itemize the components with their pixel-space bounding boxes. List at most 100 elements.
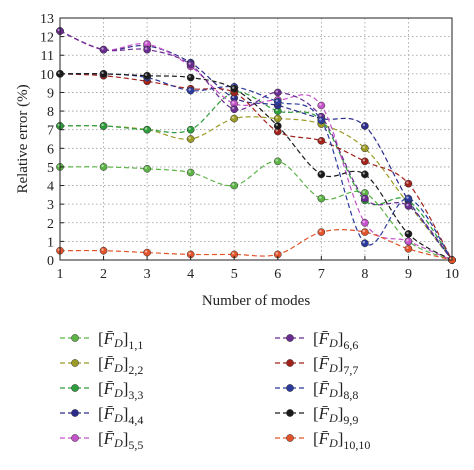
data-point: [361, 194, 369, 203]
data-point-highlight: [275, 116, 278, 119]
data-point-highlight: [275, 252, 278, 255]
series-line: [59, 116, 453, 261]
data-point-highlight: [232, 252, 235, 255]
data-point: [143, 71, 151, 80]
legend-item-8: [F̄D]8,8: [275, 379, 358, 402]
data-point: [404, 230, 413, 238]
legend-item-1: [F̄D]1,1: [60, 329, 143, 352]
legend-item-5: [F̄D]5,5: [60, 429, 143, 452]
data-point-highlight: [144, 73, 148, 76]
data-point: [273, 97, 282, 106]
data-point: [186, 135, 195, 143]
data-point: [99, 246, 108, 255]
data-point-highlight: [101, 47, 104, 50]
data-point: [404, 237, 413, 246]
data-point: [404, 202, 413, 210]
x-tick-label: 4: [187, 267, 194, 282]
data-point: [361, 218, 369, 227]
legend-label: [F̄D]10,10: [313, 429, 370, 452]
data-point-highlight: [319, 138, 322, 142]
y-tick-label: 4: [47, 180, 54, 195]
data-point-highlight: [144, 41, 148, 45]
data-point: [404, 244, 413, 253]
data-point-highlight: [101, 123, 104, 127]
series-line: [59, 229, 453, 261]
legend-swatch-marker: [71, 334, 79, 342]
data-point: [273, 114, 282, 123]
legend-label: [F̄D]4,4: [98, 404, 143, 427]
data-point-highlight: [275, 90, 278, 93]
legend-item-4: [F̄D]4,4: [60, 404, 143, 427]
plot-frame: [59, 17, 453, 261]
data-point: [230, 181, 239, 190]
data-point-highlight: [144, 47, 148, 50]
x-axis-label: Number of modes: [202, 293, 310, 309]
data-point: [361, 144, 369, 153]
data-point-highlight: [232, 86, 235, 89]
data-point-highlight: [188, 62, 191, 65]
y-tick-label: 12: [40, 31, 54, 46]
data-point-highlight: [319, 118, 322, 121]
data-point-highlight: [144, 166, 148, 169]
data-point-highlight: [188, 252, 191, 255]
data-point-highlight: [275, 159, 278, 162]
data-point: [186, 73, 195, 82]
x-tick-label: 1: [57, 267, 64, 282]
data-point: [404, 179, 413, 188]
x-tick-label: 3: [144, 267, 151, 282]
data-point: [186, 60, 195, 69]
data-point: [186, 86, 195, 95]
data-point-highlight: [188, 136, 191, 140]
data-point-highlight: [188, 88, 191, 91]
data-point: [99, 122, 108, 130]
data-point: [186, 168, 195, 177]
data-point: [273, 157, 282, 166]
data-point-highlight: [275, 129, 278, 132]
data-point: [143, 248, 151, 257]
y-tick-label: 3: [47, 198, 54, 213]
data-point: [317, 194, 326, 203]
data-point: [230, 84, 239, 93]
data-point-highlight: [101, 248, 104, 251]
data-point: [404, 194, 413, 203]
y-tick-label: 7: [47, 124, 54, 139]
data-point-highlight: [362, 241, 366, 244]
legend-label: [F̄D]6,6: [313, 329, 358, 352]
y-tick-label: 13: [40, 12, 54, 27]
series-line: [59, 73, 453, 261]
legend-swatch-marker: [286, 334, 294, 342]
data-point: [361, 228, 369, 236]
legend-item-3: [F̄D]3,3: [60, 379, 143, 402]
data-point-highlight: [232, 116, 235, 119]
data-point-highlight: [362, 159, 366, 162]
data-point: [273, 88, 282, 97]
data-point: [186, 125, 195, 134]
legend-label: [F̄D]1,1: [98, 329, 143, 352]
legend-swatch-marker: [286, 409, 294, 417]
data-point-highlight: [188, 170, 191, 173]
data-point-highlight: [275, 108, 278, 112]
data-point-highlight: [319, 229, 322, 233]
y-tick-label: 11: [41, 49, 54, 64]
data-point-highlight: [232, 107, 235, 110]
x-tick-label: 2: [100, 267, 107, 282]
series-lines: [56, 27, 456, 264]
data-point-highlight: [319, 172, 322, 175]
data-point: [99, 45, 108, 54]
data-point: [143, 125, 151, 134]
legend-label: [F̄D]9,9: [313, 404, 358, 427]
data-point-highlight: [188, 75, 191, 78]
x-tick-label: 7: [318, 267, 325, 282]
data-point-highlight: [275, 99, 278, 102]
legend-swatch-marker: [71, 434, 79, 442]
y-tick-label: 2: [47, 217, 54, 232]
legend-item-6: [F̄D]6,6: [275, 329, 358, 352]
legend: [F̄D]1,1[F̄D]2,2[F̄D]3,3[F̄D]4,4[F̄D]5,5…: [60, 329, 370, 452]
series-10: [56, 228, 456, 264]
data-point-highlight: [362, 123, 366, 127]
series-line: [59, 30, 453, 261]
legend-item-7: [F̄D]7,7: [275, 354, 358, 377]
data-point: [273, 122, 282, 130]
series-line: [59, 30, 453, 261]
